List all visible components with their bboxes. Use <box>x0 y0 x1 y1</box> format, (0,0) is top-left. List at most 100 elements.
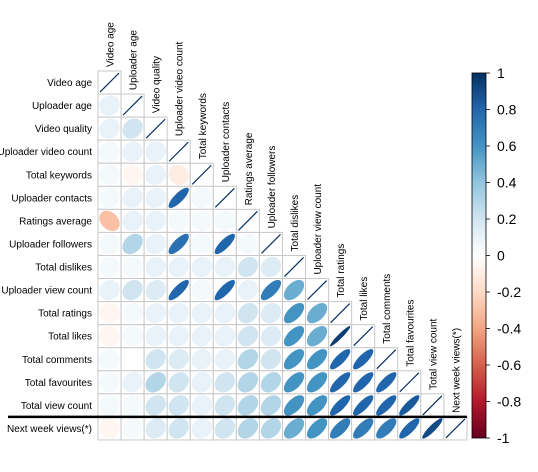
ellipse-5-4 <box>191 187 212 208</box>
ellipse-12-5 <box>214 349 235 370</box>
ellipse-4-1 <box>122 164 143 185</box>
ellipse-13-9 <box>306 372 328 393</box>
colorbar-gradient <box>471 72 487 439</box>
ellipse-15-12 <box>376 418 397 439</box>
ellipse-6-2 <box>145 210 166 232</box>
ellipse-6-5 <box>214 210 235 232</box>
ellipse-10-5 <box>214 302 235 324</box>
ellipse-12-6 <box>237 349 259 370</box>
row-label-7: Uploader followers <box>9 239 92 250</box>
ellipse-11-9 <box>306 326 328 347</box>
ellipse-7-3 <box>168 233 189 255</box>
diagonal-mark-1 <box>122 95 143 116</box>
colorbar-tick-label-3: 0.4 <box>497 175 517 191</box>
ellipse-14-13 <box>399 395 420 416</box>
row-label-9: Uploader view count <box>1 286 92 297</box>
ellipse-3-2 <box>145 141 166 162</box>
column-label-0: Video age <box>106 22 117 67</box>
ellipse-3-0 <box>99 141 120 162</box>
ellipse-14-8 <box>283 395 305 416</box>
ellipse-8-1 <box>122 256 143 278</box>
ellipse-12-8 <box>283 349 305 370</box>
ellipse-10-1 <box>122 302 143 324</box>
diagonal-mark-11 <box>353 326 374 347</box>
ellipse-14-2 <box>145 395 166 416</box>
ellipse-14-9 <box>306 395 328 416</box>
diagonal-mark-6 <box>237 210 258 231</box>
diagonal-mark-2 <box>145 118 166 139</box>
diagonal-mark-9 <box>307 280 328 301</box>
ellipse-2-1 <box>122 118 143 139</box>
ellipse-11-2 <box>145 326 166 347</box>
ellipse-12-3 <box>168 349 189 370</box>
column-label-11: Total likes <box>359 277 370 321</box>
diagonal-mark-12 <box>376 349 397 370</box>
ellipse-11-1 <box>122 326 143 347</box>
ellipse-15-7 <box>260 418 282 439</box>
ellipse-15-8 <box>283 418 305 439</box>
ellipse-13-12 <box>376 372 397 393</box>
ellipse-14-1 <box>122 395 143 416</box>
diagonal-mark-15 <box>445 418 466 439</box>
row-label-10: Total ratings <box>38 309 92 320</box>
ellipse-12-4 <box>191 349 212 370</box>
ellipse-13-2 <box>145 372 166 393</box>
row-label-15: Next week views(*) <box>7 424 92 435</box>
ellipse-12-2 <box>145 349 166 370</box>
ellipse-9-0 <box>99 279 120 301</box>
ellipse-15-10 <box>329 418 351 439</box>
ellipse-10-6 <box>237 302 259 324</box>
column-label-5: Uploader contacts <box>221 102 232 183</box>
column-label-1: Uploader age <box>129 30 140 90</box>
ellipse-9-4 <box>191 279 212 301</box>
ellipse-15-5 <box>214 418 235 439</box>
ellipse-8-6 <box>237 256 259 278</box>
diagonal-mark-4 <box>191 164 212 185</box>
ellipse-7-6 <box>237 233 259 255</box>
ellipse-13-3 <box>168 372 189 393</box>
colorbar-tick-label-2: 0.6 <box>497 138 517 154</box>
ellipse-14-4 <box>191 395 212 416</box>
ellipse-4-0 <box>99 164 120 185</box>
ellipse-12-9 <box>306 349 328 370</box>
ellipse-10-8 <box>283 302 305 324</box>
column-label-3: Uploader video count <box>175 41 186 136</box>
ellipse-12-11 <box>353 349 374 370</box>
row-label-0: Video age <box>47 78 92 89</box>
ellipse-7-1 <box>122 233 143 255</box>
ellipse-15-2 <box>145 418 166 439</box>
ellipse-11-5 <box>214 326 235 347</box>
correlation-cells <box>97 70 468 441</box>
ellipse-10-7 <box>260 302 282 324</box>
ellipse-11-10 <box>329 326 351 347</box>
ellipse-8-3 <box>168 256 189 278</box>
ellipse-13-8 <box>283 372 305 393</box>
ellipse-8-0 <box>99 256 120 278</box>
ellipse-10-2 <box>145 302 166 324</box>
diagonal-mark-10 <box>330 303 351 324</box>
column-label-13: Total favourites <box>405 300 416 367</box>
diagonal-mark-5 <box>214 187 235 208</box>
ellipse-5-3 <box>168 187 189 208</box>
ellipse-8-2 <box>145 256 166 278</box>
column-label-4: Total keywords <box>198 93 209 159</box>
ellipse-15-3 <box>168 418 189 439</box>
ellipse-6-1 <box>122 210 143 232</box>
ellipse-11-8 <box>283 326 305 347</box>
ellipse-15-6 <box>237 418 259 439</box>
column-label-8: Total dislikes <box>290 195 301 252</box>
column-label-12: Total comments <box>382 274 393 344</box>
ellipse-13-10 <box>329 372 351 393</box>
ellipse-5-0 <box>99 187 120 208</box>
row-label-12: Total comments <box>22 355 92 366</box>
row-label-4: Total keywords <box>26 170 92 181</box>
ellipse-14-12 <box>376 395 397 416</box>
ellipse-12-0 <box>99 349 120 370</box>
diagonal-mark-7 <box>260 233 281 254</box>
ellipse-14-3 <box>168 395 189 416</box>
diagonal-mark-0 <box>99 72 120 93</box>
ellipse-14-5 <box>214 395 235 416</box>
row-label-3: Uploader video count <box>0 147 92 158</box>
ellipse-10-3 <box>168 302 189 324</box>
